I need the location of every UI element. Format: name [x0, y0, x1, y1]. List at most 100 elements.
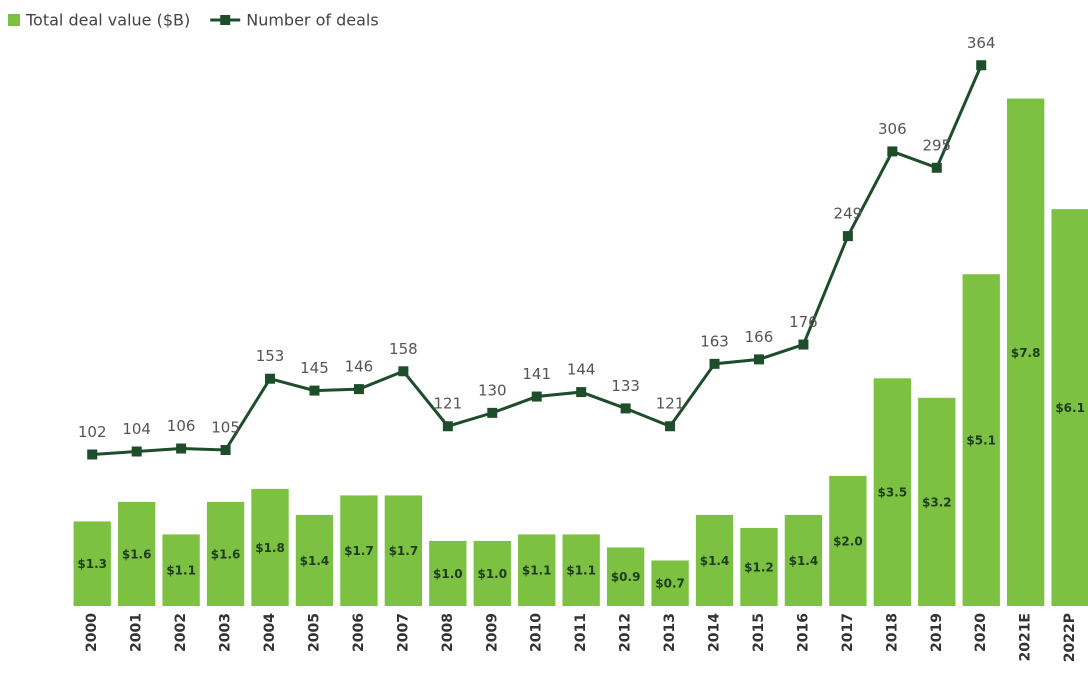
- line-marker: [87, 449, 98, 460]
- line-value-label: 104: [122, 420, 151, 438]
- bar-value-label: $1.8: [255, 541, 285, 555]
- bar: [606, 547, 645, 606]
- x-tick-label: 2010: [529, 613, 545, 652]
- bar: [340, 495, 378, 606]
- bar-value-label: $1.7: [344, 544, 374, 558]
- x-tick-label: 2021E: [1018, 613, 1034, 662]
- line-value-label: 106: [167, 417, 196, 435]
- line-value-label: 141: [522, 365, 551, 383]
- x-tick-label: 2022P: [1062, 613, 1078, 662]
- line-value-label: 144: [567, 361, 596, 379]
- line-value-label: 166: [745, 328, 774, 346]
- bar: [695, 514, 734, 606]
- bar-value-label: $1.7: [389, 544, 419, 558]
- bar-value-label: $1.0: [477, 567, 507, 581]
- line-value-label: 105: [211, 419, 240, 437]
- line-marker: [709, 358, 720, 369]
- x-tick-label: 2005: [306, 613, 322, 652]
- x-tick-label: 2004: [262, 613, 278, 652]
- bar: [1007, 98, 1045, 606]
- x-tick-label: 2014: [707, 613, 723, 652]
- line-value-label: 121: [656, 395, 685, 413]
- line-value-label: 145: [300, 359, 329, 377]
- bar: [562, 534, 600, 606]
- legend-label: Number of deals: [246, 11, 378, 30]
- x-tick-label: 2000: [84, 613, 100, 652]
- line-marker: [576, 387, 587, 398]
- line-marker: [220, 445, 231, 456]
- bar-value-label: $1.1: [522, 564, 552, 578]
- line-marker: [487, 407, 498, 418]
- line-marker: [131, 446, 142, 457]
- x-tick-label: 2016: [795, 613, 811, 652]
- bar: [295, 514, 334, 606]
- line-marker: [398, 366, 409, 377]
- bar: [429, 540, 467, 606]
- line-value-label: 163: [700, 332, 729, 350]
- bar-value-label: $1.4: [700, 554, 730, 568]
- bar: [873, 378, 911, 606]
- x-tick-label: 2015: [751, 613, 767, 652]
- line-value-label: 121: [434, 395, 463, 413]
- bar-value-label: $7.8: [1011, 346, 1041, 360]
- x-tick-label: 2002: [173, 613, 189, 652]
- x-tick-label: 2007: [395, 613, 411, 652]
- bar: [251, 488, 289, 606]
- line-value-label: 146: [345, 358, 374, 376]
- bar-value-label: $1.2: [744, 560, 774, 574]
- x-tick-label: 2008: [440, 613, 456, 652]
- line-value-label: 158: [389, 340, 418, 358]
- bar-value-label: $0.9: [611, 570, 641, 584]
- legend-swatch: [8, 14, 20, 26]
- x-tick-label: 2018: [884, 613, 900, 652]
- line-value-label: 306: [878, 120, 907, 138]
- line-value-label: 153: [256, 347, 285, 365]
- line-marker: [265, 373, 276, 384]
- line-value-label: 295: [922, 136, 951, 154]
- line-value-label: 249: [834, 205, 863, 223]
- bar: [206, 501, 245, 606]
- line-marker: [353, 384, 364, 395]
- line-marker: [531, 391, 542, 402]
- bar: [651, 560, 689, 606]
- x-tick-label: 2013: [662, 613, 678, 652]
- bar: [518, 534, 556, 606]
- line-value-label: 364: [967, 34, 996, 52]
- bar-value-label: $1.6: [122, 547, 152, 561]
- line-marker: [620, 403, 631, 414]
- bar: [162, 534, 200, 606]
- bar-value-label: $1.3: [77, 557, 107, 571]
- bar: [740, 527, 778, 606]
- x-tick-label: 2006: [351, 613, 367, 652]
- line-value-label: 176: [789, 313, 818, 331]
- bar: [1051, 209, 1088, 607]
- legend-label: Total deal value ($B): [25, 11, 190, 30]
- bar-value-label: $1.6: [211, 547, 241, 561]
- x-tick-label: 2003: [218, 613, 234, 652]
- line-marker: [931, 162, 942, 173]
- line-marker: [665, 421, 676, 432]
- line-marker: [887, 146, 898, 157]
- bar-value-label: $3.5: [878, 486, 908, 500]
- line-value-label: 130: [478, 381, 507, 399]
- bar: [962, 274, 1000, 606]
- bar: [473, 540, 511, 606]
- line-value-label: 102: [78, 423, 107, 441]
- bar: [829, 475, 867, 606]
- bar-value-label: $1.1: [566, 564, 596, 578]
- x-tick-label: 2017: [840, 613, 856, 652]
- x-tick-label: 2019: [929, 613, 945, 652]
- x-tick-label: 2001: [129, 613, 145, 652]
- line-marker: [309, 385, 320, 396]
- bar-value-label: $3.2: [922, 495, 952, 509]
- bar-value-label: $0.7: [655, 577, 685, 591]
- legend-swatch-marker: [220, 15, 231, 25]
- line-marker: [798, 339, 809, 350]
- line-marker: [176, 443, 187, 454]
- bar-value-label: $1.4: [300, 554, 330, 568]
- bar-value-label: $2.0: [833, 534, 863, 548]
- bar: [384, 495, 423, 606]
- bar-value-label: $1.0: [433, 567, 463, 581]
- bar-value-label: $6.1: [1055, 401, 1085, 415]
